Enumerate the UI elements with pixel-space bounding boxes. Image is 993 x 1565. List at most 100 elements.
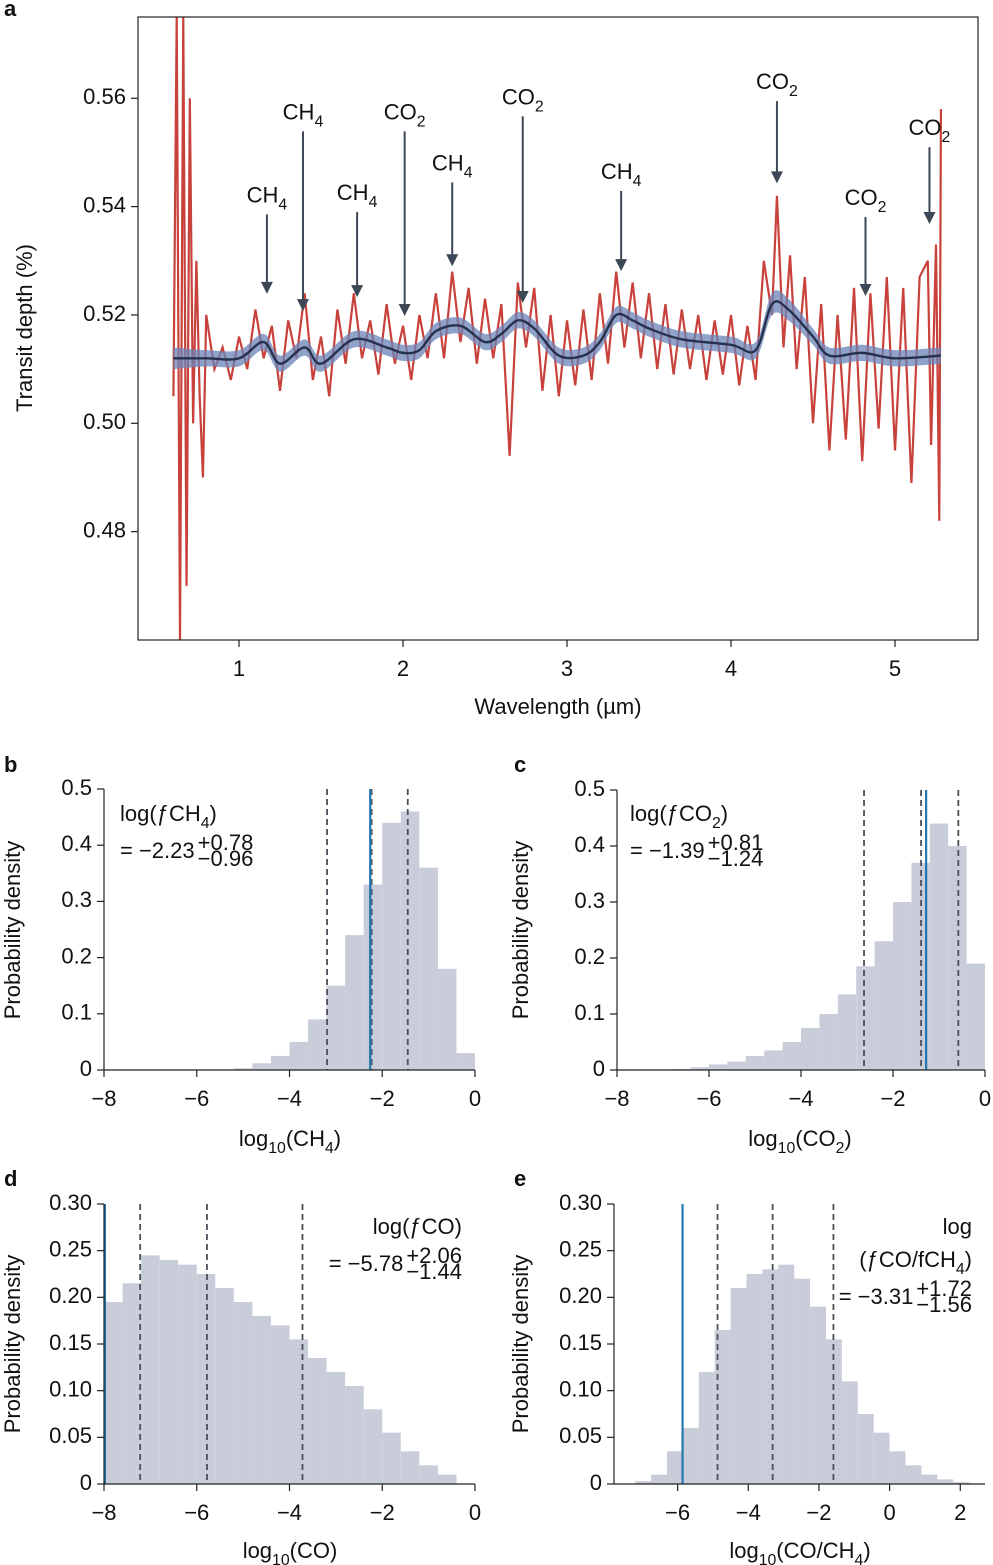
data-line — [172, 17, 943, 640]
text-run: ) — [965, 1247, 972, 1272]
text-run: CO — [909, 115, 942, 140]
histogram-bar — [326, 985, 346, 1070]
y-tick-label: 0.4 — [61, 831, 92, 856]
histogram-bar — [233, 1068, 253, 1070]
histogram-bar — [873, 1432, 890, 1484]
histogram-bar — [635, 1481, 652, 1484]
estimate-plus: +0.81 — [708, 830, 764, 855]
histogram-bar — [400, 1451, 420, 1484]
histogram-bar — [667, 1451, 683, 1484]
x-tick-label: −8 — [604, 1086, 629, 1111]
text-run: 2 — [417, 113, 426, 130]
annotation-text: log(ƒCH4) — [120, 801, 217, 832]
x-tick-label: 0 — [883, 1500, 895, 1525]
histogram-bar — [778, 1264, 795, 1484]
histogram-bar — [826, 1339, 842, 1484]
annotation-label: CO2 — [909, 115, 951, 146]
histogram-bar — [141, 1255, 160, 1484]
x-tick-label: −6 — [184, 1086, 209, 1111]
histogram-bar — [289, 1041, 309, 1070]
y-tick-label: 0.5 — [574, 776, 605, 801]
histogram-bar — [270, 1325, 290, 1484]
histogram-bar — [730, 1288, 747, 1484]
estimate-plus: +1.72 — [916, 1276, 972, 1301]
histogram-bar — [437, 968, 457, 1070]
text-run: 4 — [633, 173, 642, 190]
x-tick-label: −2 — [370, 1086, 395, 1111]
y-tick-label: 0 — [80, 1056, 92, 1081]
estimate-plus: +0.78 — [198, 830, 254, 855]
estimate-minus: −1.24 — [708, 846, 764, 871]
text-run: 10 — [268, 1140, 286, 1157]
arrow-head — [296, 299, 309, 312]
text-run: 10 — [778, 1140, 796, 1157]
text-run: 4 — [314, 113, 323, 130]
histogram-bar — [948, 846, 967, 1070]
y-tick-label: 0.20 — [49, 1283, 92, 1308]
x-tick-label: −6 — [696, 1086, 721, 1111]
text-run: 4 — [325, 1140, 334, 1157]
histogram-bar — [857, 1414, 874, 1484]
x-tick-label: −2 — [370, 1500, 395, 1525]
y-tick-label: 0.30 — [559, 1190, 602, 1215]
estimate-value: = −3.31 — [839, 1284, 914, 1309]
annotation-label: CO2 — [756, 69, 798, 100]
x-tick-label: 2 — [954, 1500, 966, 1525]
histogram-bar — [345, 1386, 364, 1484]
text-run: CO — [679, 801, 712, 826]
model-line — [173, 300, 942, 365]
estimate-value: = −1.39 — [630, 838, 705, 863]
plot-area — [172, 17, 943, 640]
x-tick-label: 0 — [469, 1500, 481, 1525]
histogram-bar — [966, 963, 985, 1070]
y-tick-label: 0.54 — [83, 192, 126, 217]
text-run: CH — [337, 180, 369, 205]
x-tick-label: 4 — [725, 656, 737, 681]
histogram-bar — [794, 1278, 811, 1484]
estimate-value: = −5.78 — [329, 1251, 404, 1276]
arrow-head — [770, 171, 783, 184]
histogram-bar — [289, 1339, 309, 1484]
y-tick-label: 0 — [590, 1470, 602, 1495]
text-run: log — [243, 1538, 272, 1563]
y-tick-label: 0 — [80, 1470, 92, 1495]
text-run: (CO — [795, 1126, 835, 1151]
annotation-text: log — [943, 1214, 972, 1239]
y-tick-label: 0.05 — [49, 1423, 92, 1448]
histogram-bar — [682, 1428, 699, 1484]
y-tick-label: 0.1 — [61, 1000, 92, 1025]
histogram-bar — [727, 1061, 746, 1070]
histogram-bar — [709, 1064, 728, 1070]
histogram-bar — [122, 1283, 142, 1484]
text-run: 2 — [712, 815, 721, 832]
text-run: (CO) — [290, 1538, 338, 1563]
x-tick-label: −4 — [277, 1086, 302, 1111]
histogram-bar — [326, 1372, 346, 1484]
text-run: 4 — [278, 196, 287, 213]
y-axis-label: Transit depth (%) — [12, 244, 37, 412]
panel-letter: e — [514, 1166, 526, 1191]
text-run: ƒ — [667, 801, 679, 826]
y-tick-label: 0.1 — [574, 1000, 605, 1025]
x-tick-label: −4 — [736, 1500, 761, 1525]
panel-letter: b — [4, 752, 17, 777]
histogram-bar — [856, 966, 875, 1070]
text-run: 2 — [878, 199, 887, 216]
y-tick-label: 0.20 — [559, 1283, 602, 1308]
text-run: 2 — [836, 1140, 845, 1157]
text-run: log — [943, 1214, 972, 1239]
histogram-bar — [363, 884, 383, 1070]
x-tick-label: −8 — [91, 1086, 116, 1111]
text-run: 4 — [956, 1261, 965, 1278]
histogram-bar — [215, 1288, 234, 1484]
text-run: CH — [247, 182, 279, 207]
histogram-bar — [308, 1019, 327, 1070]
x-tick-label: −2 — [806, 1500, 831, 1525]
histogram-bar — [889, 1451, 906, 1484]
histogram-bar — [745, 1056, 765, 1070]
x-tick-label: 2 — [397, 656, 409, 681]
x-tick-label: −8 — [91, 1500, 116, 1525]
histogram-bar — [874, 941, 893, 1070]
text-run: log — [748, 1126, 777, 1151]
annotation-text: (ƒCO/fCH4) — [859, 1247, 972, 1278]
